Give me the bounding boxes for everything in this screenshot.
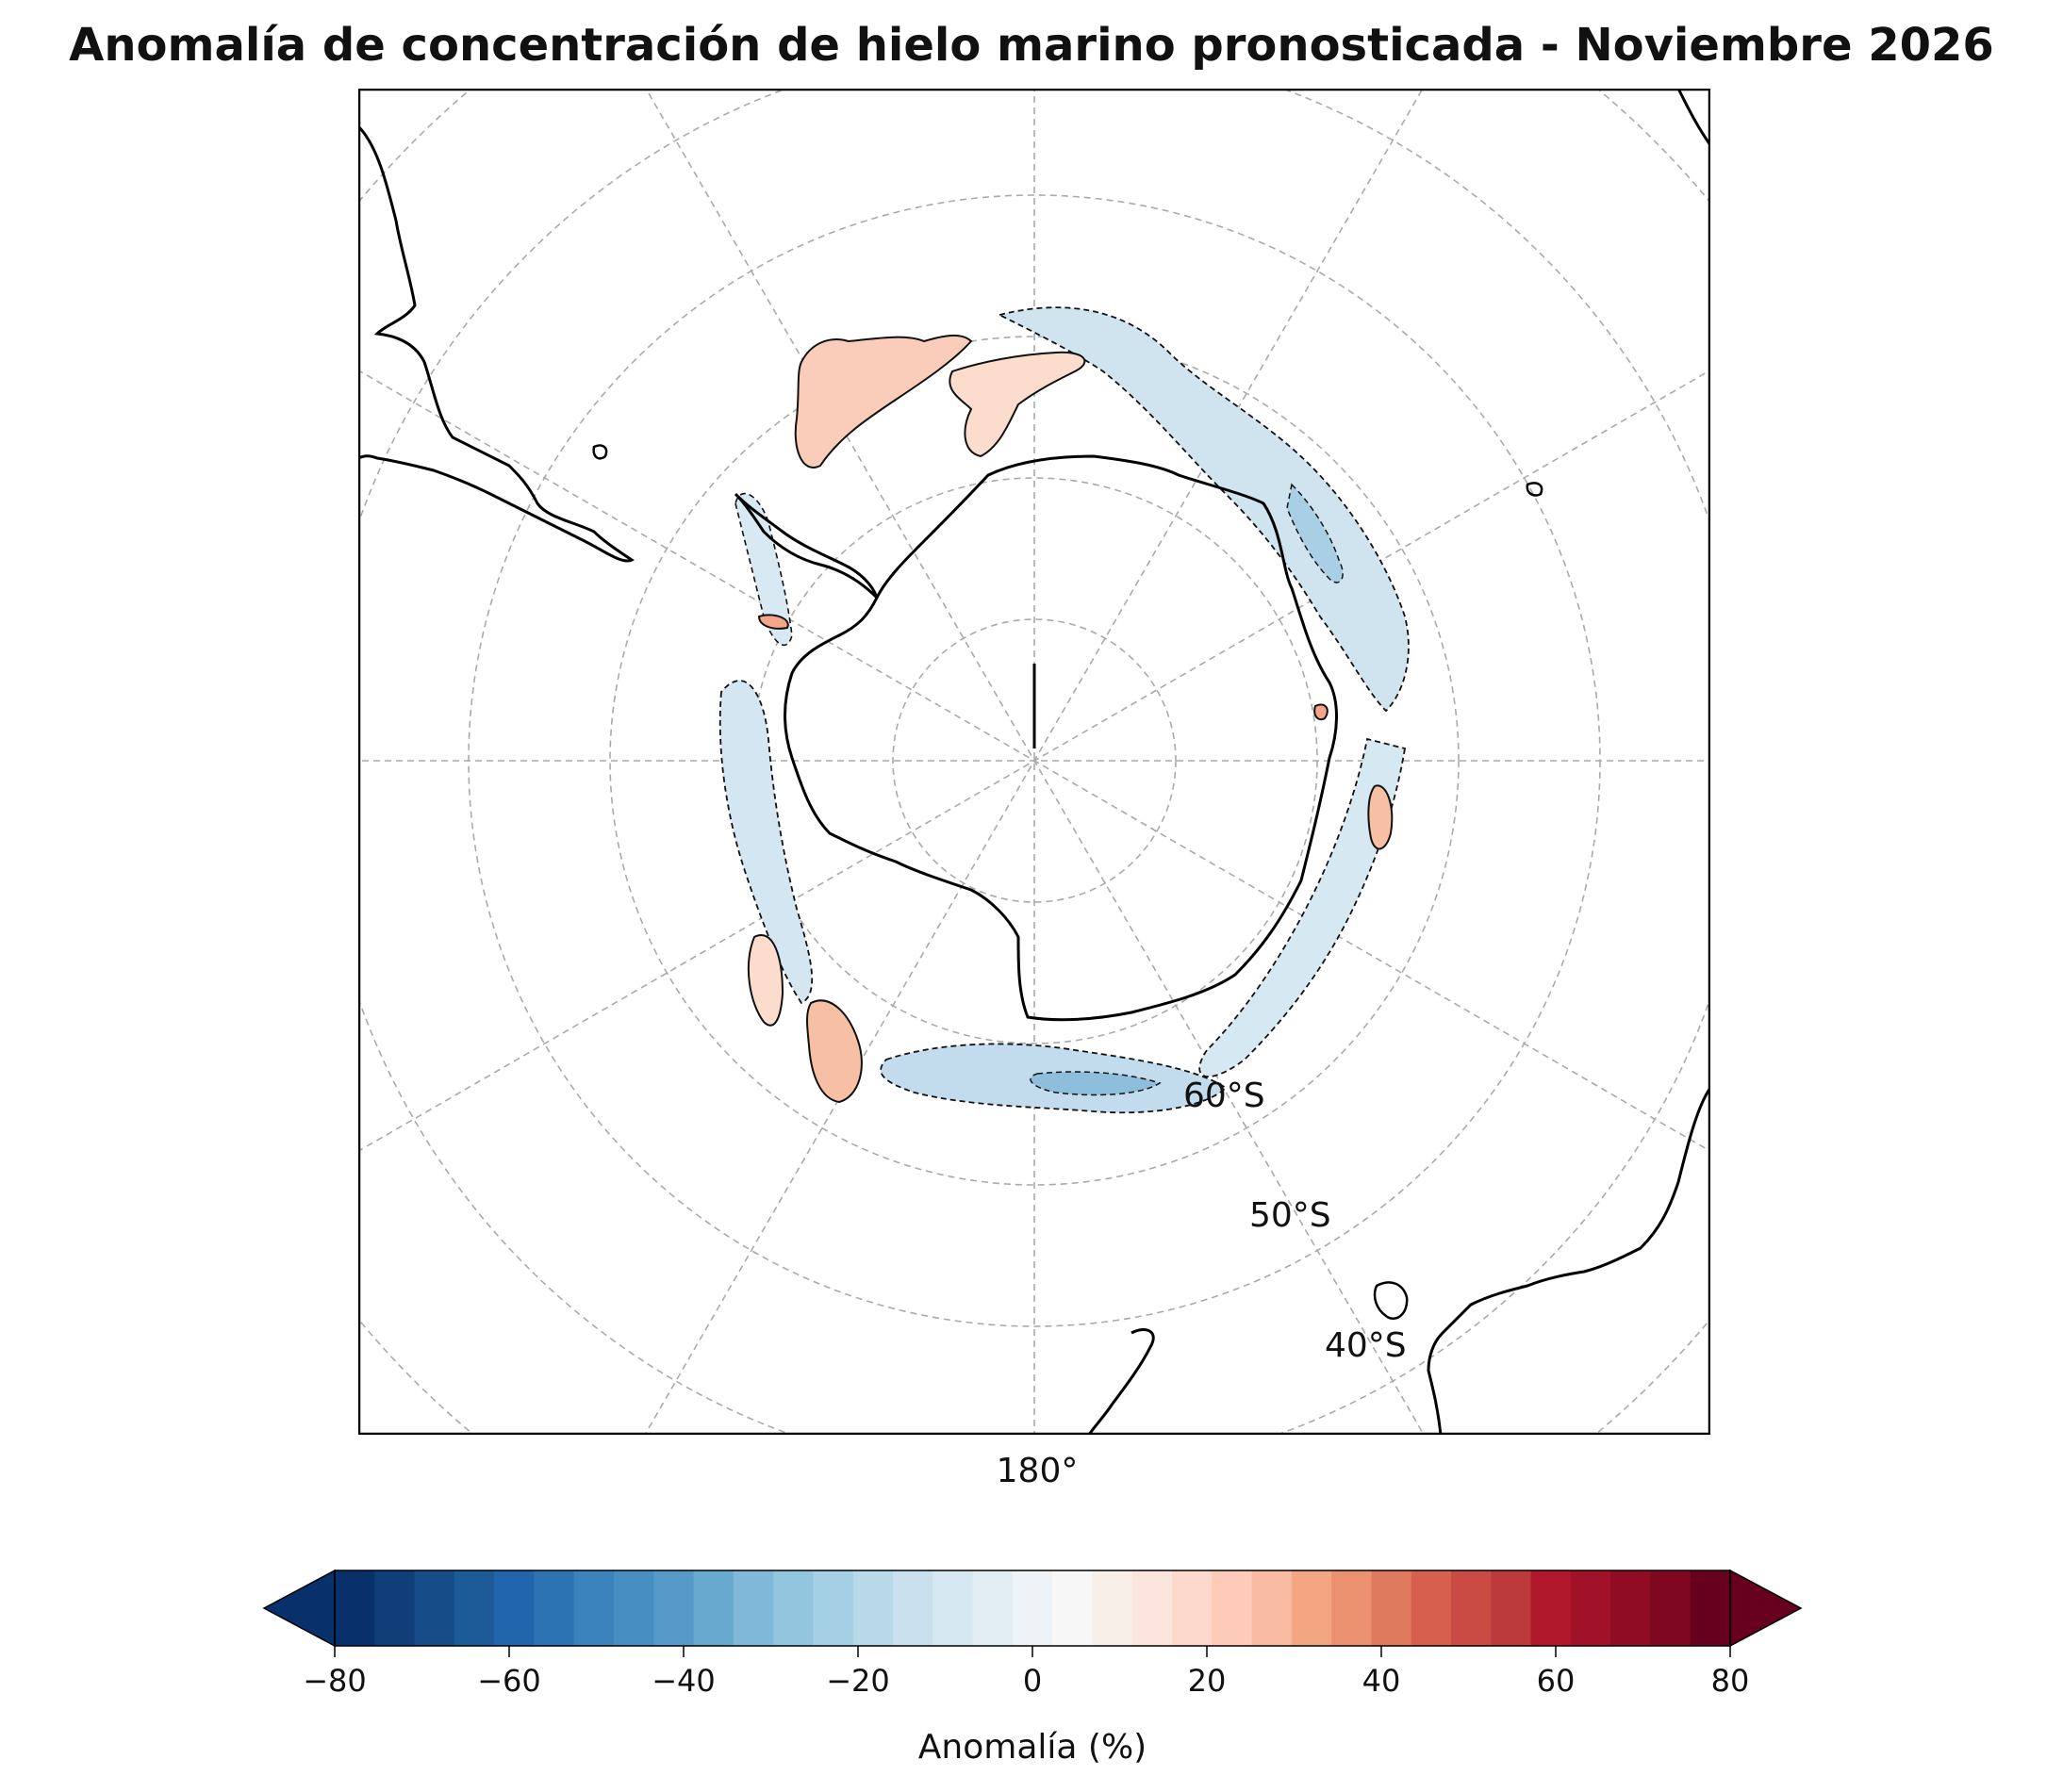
colorbar-cell	[1451, 1570, 1492, 1646]
colorbar-cell	[813, 1570, 854, 1646]
anomaly-east-indian	[1198, 737, 1407, 1077]
colorbar-cell	[374, 1570, 416, 1646]
colorbar-cell	[1650, 1570, 1692, 1646]
colorbar-tick-label: 60	[1537, 1663, 1576, 1699]
colorbar-cell	[1690, 1570, 1731, 1646]
colorbar-cell	[1092, 1570, 1133, 1646]
colorbar-extend-high	[1729, 1569, 1803, 1648]
colorbar-cell	[1491, 1570, 1532, 1646]
south-america-coast	[358, 124, 635, 563]
colorbar-cell	[1411, 1570, 1452, 1646]
colorbar-cell	[733, 1570, 774, 1646]
colorbar-cell	[534, 1570, 575, 1646]
colorbar-cell	[1530, 1570, 1572, 1646]
australia-coast	[1427, 1087, 1710, 1435]
colorbar: −80 −60 −40 −20 0 20 40 60 80 Anomalía (%)	[255, 1565, 1810, 1782]
anomaly-pacific-nw-2	[949, 351, 1086, 458]
colorbar-cell	[494, 1570, 536, 1646]
colorbar-cell	[1371, 1570, 1412, 1646]
anomaly-weddell-core	[1286, 483, 1344, 584]
colorbar-cell	[1251, 1570, 1293, 1646]
colorbar-ticks: −80 −60 −40 −20 0 20 40 60 80	[303, 1646, 1749, 1699]
graticule	[358, 89, 1710, 1435]
colorbar-cell	[454, 1570, 495, 1646]
chart-title: Anomalía de concentración de hielo marin…	[69, 19, 1994, 72]
colorbar-cell	[1172, 1570, 1213, 1646]
colorbar-cell	[693, 1570, 734, 1646]
bouvet-island	[1526, 482, 1543, 497]
colorbar-tick-label: 80	[1711, 1663, 1750, 1699]
lat-circle-60	[609, 336, 1460, 1186]
anomaly-peninsula-patch	[757, 614, 789, 630]
antarctic-peninsula	[734, 492, 879, 600]
lat-label-40: 40°S	[1325, 1326, 1407, 1365]
lon-label-180: 180°	[996, 1452, 1079, 1490]
anomaly-indian-patch-1	[1367, 784, 1394, 850]
anomaly-amundsen-bellingshausen	[718, 680, 814, 1005]
colorbar-cell	[1012, 1570, 1053, 1646]
anomaly-pacific-nw-1	[794, 335, 973, 469]
colorbar-tick-label: 40	[1362, 1663, 1401, 1699]
colorbar-cell	[1212, 1570, 1253, 1646]
anomaly-indian-patch-2	[1313, 703, 1329, 721]
map-svg: 60°S 50°S 40°S	[358, 89, 1710, 1435]
colorbar-tick-label: −60	[477, 1663, 541, 1699]
meridian-150-330	[644, 89, 1424, 1435]
colorbar-cell	[1331, 1570, 1373, 1646]
colorbar-svg: −80 −60 −40 −20 0 20 40 60 80 Anomalía (%)	[262, 1569, 1803, 1767]
new-zealand	[1087, 1328, 1155, 1435]
colorbar-cell	[1291, 1570, 1332, 1646]
colorbar-label: Anomalía (%)	[918, 1728, 1147, 1767]
anomaly-pacific-sw-2	[806, 999, 863, 1104]
colorbar-cell	[893, 1570, 933, 1646]
positive-anomaly-regions	[748, 335, 1394, 1104]
colorbar-tick-label: 20	[1188, 1663, 1227, 1699]
colorbar-cell	[1610, 1570, 1652, 1646]
colorbar-cell	[614, 1570, 654, 1646]
colorbar-cell	[1052, 1570, 1094, 1646]
polar-map: 60°S 50°S 40°S	[358, 89, 1710, 1435]
anomaly-weddell-indian	[997, 306, 1410, 713]
colorbar-cell	[335, 1570, 375, 1646]
colorbar-tick-label: −80	[303, 1663, 367, 1699]
colorbar-cell	[852, 1570, 894, 1646]
colorbar-cell	[1570, 1570, 1611, 1646]
lat-label-60: 60°S	[1183, 1077, 1265, 1115]
anomaly-pacific-sw-1	[748, 934, 784, 1027]
negative-anomaly-regions	[718, 306, 1410, 1114]
anomaly-ross-core	[1030, 1071, 1162, 1096]
falkland-islands	[592, 444, 608, 460]
antarctica-outline	[784, 454, 1338, 1022]
colorbar-cell	[653, 1570, 695, 1646]
colorbar-cell	[972, 1570, 1014, 1646]
map-frame	[358, 89, 1710, 1435]
lat-label-50: 50°S	[1249, 1196, 1331, 1235]
colorbar-cell	[1131, 1570, 1173, 1646]
colorbar-tick-label: −20	[826, 1663, 890, 1699]
colorbar-tick-label: 0	[1023, 1663, 1042, 1699]
colorbar-extend-low	[262, 1569, 336, 1648]
tasmania	[1373, 1281, 1409, 1321]
colorbar-cell	[573, 1570, 615, 1646]
colorbar-tick-label: −40	[652, 1663, 716, 1699]
colorbar-cell	[932, 1570, 974, 1646]
africa-coast	[1676, 89, 1710, 146]
anomaly-peninsula	[734, 492, 793, 647]
colorbar-cell	[773, 1570, 815, 1646]
lat-circle-80	[892, 618, 1177, 903]
colorbar-cells	[335, 1570, 1731, 1646]
colorbar-cell	[414, 1570, 455, 1646]
